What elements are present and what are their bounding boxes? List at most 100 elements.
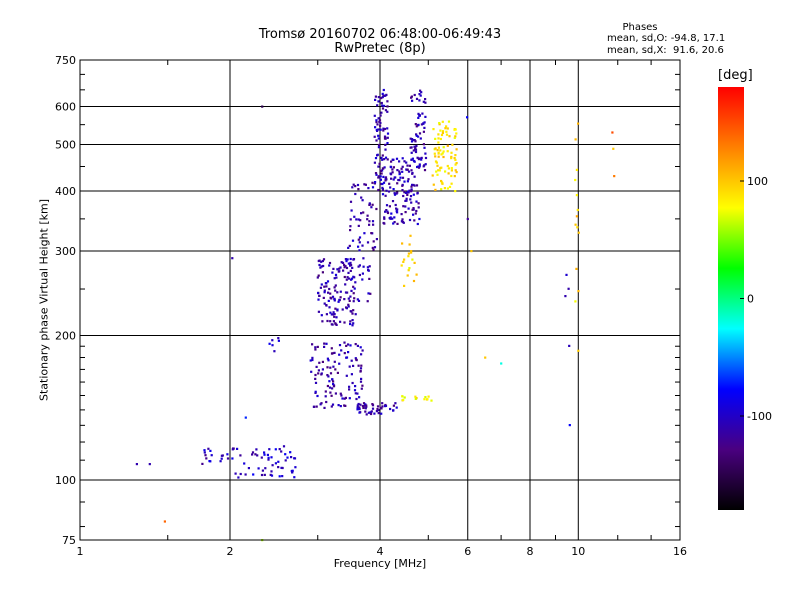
data-point — [320, 402, 323, 405]
data-point — [408, 189, 411, 192]
data-point — [349, 322, 352, 326]
data-point — [418, 163, 421, 166]
data-point — [352, 285, 355, 288]
data-point — [372, 240, 375, 243]
data-point — [413, 160, 416, 163]
data-point — [263, 473, 266, 476]
data-point — [254, 453, 257, 456]
data-point — [329, 311, 332, 314]
data-point — [373, 161, 376, 164]
data-point — [383, 137, 387, 140]
data-point — [406, 193, 409, 196]
data-point — [337, 270, 340, 273]
data-point — [257, 467, 260, 470]
data-point — [424, 101, 427, 104]
data-point — [365, 405, 368, 408]
data-point — [330, 347, 333, 350]
data-point — [447, 120, 451, 123]
data-point — [358, 236, 362, 239]
data-point — [204, 454, 207, 457]
data-point — [274, 448, 277, 451]
data-point — [353, 297, 356, 300]
data-point — [437, 146, 440, 149]
data-point — [361, 349, 364, 352]
data-point — [317, 292, 320, 295]
data-point — [210, 454, 213, 457]
data-point — [382, 221, 385, 225]
data-point — [454, 128, 457, 131]
data-point — [386, 142, 389, 145]
data-point — [446, 144, 449, 147]
data-point — [422, 130, 425, 133]
data-point — [417, 166, 421, 169]
data-point — [381, 158, 384, 161]
data-point — [422, 143, 425, 146]
data-point — [266, 453, 269, 456]
colorbar-tick-label: 100 — [747, 175, 768, 188]
data-point — [345, 356, 348, 359]
data-point — [390, 177, 393, 180]
data-point — [354, 185, 357, 188]
data-point — [220, 457, 223, 460]
data-point — [335, 276, 338, 279]
data-point — [334, 392, 337, 395]
data-point — [396, 169, 399, 172]
data-point — [348, 244, 351, 247]
data-point — [345, 278, 348, 281]
data-point — [347, 262, 350, 265]
data-point — [355, 397, 358, 401]
data-point — [454, 190, 457, 193]
y-tick-label: 750 — [55, 54, 76, 67]
data-point — [329, 366, 332, 369]
data-point — [445, 130, 448, 133]
data-point — [418, 132, 422, 135]
data-point — [419, 94, 422, 97]
data-point — [345, 344, 348, 347]
data-point — [440, 153, 443, 156]
data-point — [362, 402, 366, 405]
data-point — [434, 147, 437, 150]
data-point — [411, 157, 414, 160]
data-point — [236, 447, 239, 450]
data-point — [418, 114, 421, 117]
data-point — [383, 127, 386, 131]
data-point — [354, 385, 357, 388]
data-point — [327, 299, 330, 302]
data-point — [410, 201, 413, 204]
data-point — [334, 273, 338, 276]
data-point — [314, 381, 318, 384]
data-point — [339, 290, 342, 293]
data-point — [263, 453, 266, 456]
data-point — [354, 281, 357, 284]
data-point — [332, 383, 335, 386]
data-point — [423, 398, 426, 401]
data-point — [378, 162, 381, 165]
data-point — [375, 238, 378, 241]
data-point — [401, 189, 404, 192]
data-point — [385, 209, 388, 212]
data-point — [348, 385, 351, 388]
colorbar-label: [deg] — [718, 68, 753, 83]
data-point — [278, 475, 281, 478]
data-point — [328, 261, 332, 265]
data-point — [393, 221, 396, 224]
data-point — [404, 205, 407, 208]
data-point — [396, 211, 399, 214]
data-point — [418, 93, 421, 96]
data-point — [290, 456, 293, 459]
data-point — [417, 116, 420, 119]
data-point — [371, 220, 375, 223]
data-point — [234, 472, 237, 475]
data-point — [441, 130, 445, 133]
data-point — [337, 300, 340, 303]
data-point — [410, 188, 413, 191]
data-point — [450, 169, 453, 172]
data-point — [421, 112, 424, 115]
y-tick-label: 100 — [55, 474, 76, 487]
data-point — [327, 375, 330, 378]
data-point — [393, 193, 397, 196]
data-point — [366, 218, 369, 221]
data-point — [383, 216, 386, 219]
data-point — [402, 398, 405, 401]
data-point — [329, 391, 332, 394]
